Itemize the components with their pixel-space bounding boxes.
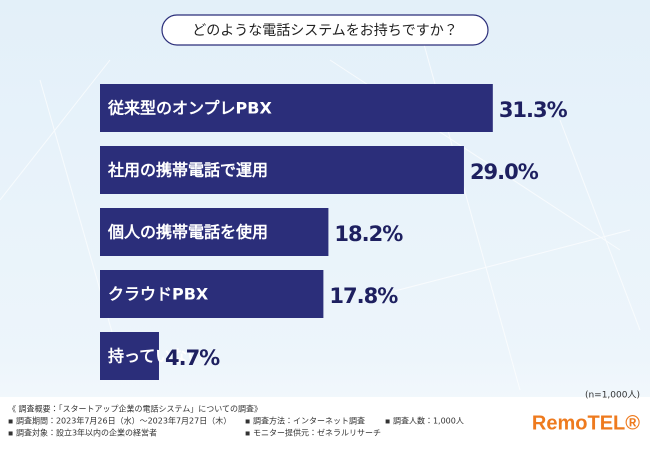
footer-item: ▪ 調査期間：2023年7月26日（水）〜2023年7月27日（木） [8, 416, 231, 426]
bar [100, 332, 159, 380]
category-label: クラウドPBX [108, 285, 209, 304]
value-label: 17.8% [329, 284, 398, 308]
bar [100, 84, 493, 132]
value-label: 18.2% [334, 222, 403, 246]
footer-heading: 《 調査概要：「スタートアップ企業の電話システム」についての調査》 [8, 404, 262, 414]
value-label: 31.3% [499, 98, 568, 122]
category-label: 持っていない [108, 347, 203, 366]
category-label: 個人の携帯電話を使用 [107, 223, 268, 242]
footer-item: ▪ 調査対象：設立3年以内の企業の経営者 [8, 428, 157, 438]
footer-item: ▪ 調査方法：インターネット調査 [245, 416, 365, 426]
category-label: 社用の携帯電話で運用 [107, 161, 268, 180]
footer-panel [0, 397, 650, 450]
value-label: 29.0% [470, 160, 539, 184]
footer-item: ▪ 調査人数：1,000人 [385, 416, 464, 426]
bar [100, 208, 329, 256]
bar [100, 146, 464, 194]
value-label: 4.7% [165, 346, 220, 370]
title-box [161, 14, 489, 46]
footer-item: ▪ モニター提供元：ゼネラルリサーチ [245, 428, 381, 438]
category-label: 従来型のオンプレPBX [107, 99, 272, 118]
bar [100, 270, 324, 318]
logo: RemoTEL® [532, 412, 640, 434]
chart-title: どのような電話システムをお持ちですか？ [192, 23, 458, 39]
sample-note: (n=1,000人) [585, 391, 640, 401]
